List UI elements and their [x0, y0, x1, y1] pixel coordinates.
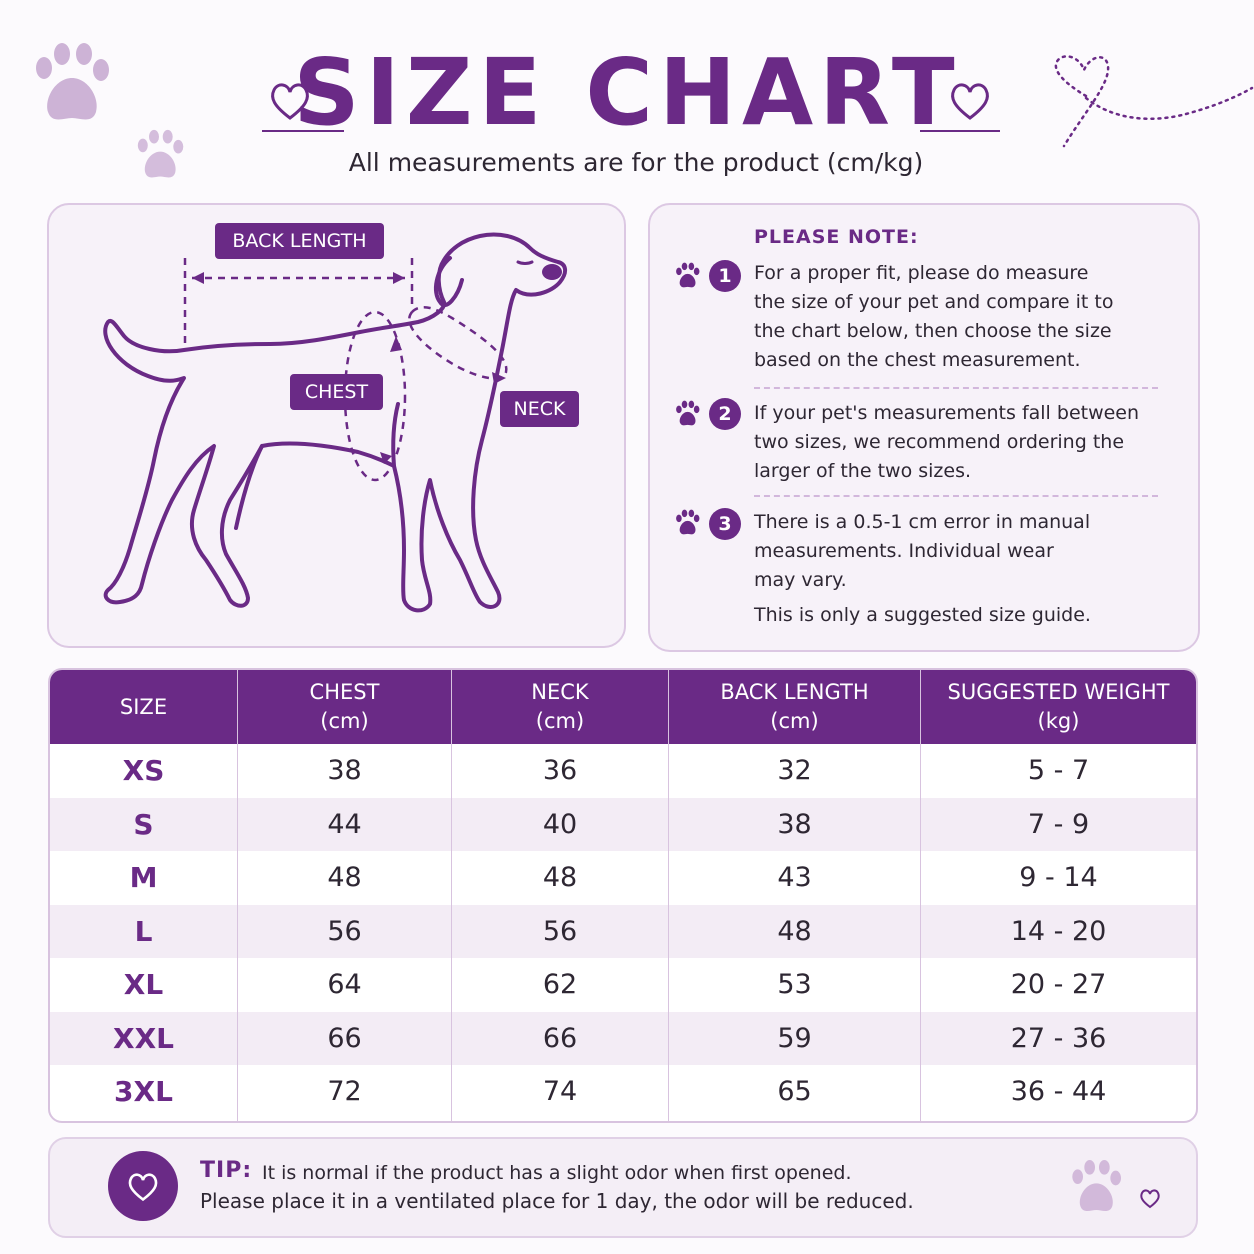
note-line: may vary.: [754, 569, 847, 591]
cell-size: XL: [123, 968, 164, 1002]
cell-neck: 62: [542, 969, 578, 1001]
note-item-2: If your pet's measurements fall between …: [754, 399, 1139, 486]
back-length-label: BACK LENGTH: [215, 223, 384, 259]
table-row: XL 64 62 53 20 - 27: [50, 958, 1196, 1012]
tip-text-line-1: It is normal if the product has a slight…: [262, 1162, 852, 1184]
note-divider: [754, 387, 1158, 389]
note-line: For a proper fit, please do measure: [754, 262, 1089, 284]
page-subtitle: All measurements are for the product (cm…: [348, 148, 924, 177]
cell-chest: 44: [327, 808, 362, 840]
note-item-3: There is a 0.5-1 cm error in manual meas…: [754, 508, 1090, 595]
cell-neck: 40: [542, 808, 578, 840]
notes-footer: This is only a suggested size guide.: [754, 604, 1091, 626]
tip-heart-badge: [108, 1151, 178, 1221]
paw-bullet-icon: [676, 509, 700, 535]
note-line: There is a 0.5-1 cm error in manual: [754, 511, 1091, 533]
cell-neck: 36: [542, 755, 578, 787]
column-divider: [920, 670, 921, 1121]
header-back-length: BACK LENGTH (cm): [669, 670, 921, 744]
cell-size: S: [133, 807, 154, 841]
table-row: 3XL 72 74 65 36 - 44: [50, 1065, 1196, 1119]
cell-chest: 38: [327, 755, 362, 787]
cell-back-length: 38: [777, 808, 812, 840]
cell-chest: 66: [327, 1022, 362, 1054]
note-number-badge: 2: [709, 398, 741, 430]
neck-label: NECK: [500, 391, 579, 427]
column-divider: [668, 670, 669, 1121]
table-row: L 56 56 48 14 - 20: [50, 904, 1196, 958]
tip-box: [48, 1137, 1198, 1238]
notes-heading: PLEASE NOTE:: [754, 226, 919, 248]
cell-suggested-weight: 9 - 14: [1019, 862, 1098, 894]
cell-size: 3XL: [114, 1075, 173, 1109]
cell-suggested-weight: 27 - 36: [1010, 1022, 1107, 1054]
table-row: XXL 66 66 59 27 - 36: [50, 1011, 1196, 1065]
cell-size: L: [134, 914, 153, 948]
cell-suggested-weight: 20 - 27: [1010, 969, 1107, 1001]
paw-print-icon: [36, 43, 109, 120]
cell-neck: 74: [542, 1076, 578, 1108]
dotted-heart-trail-icon: [1054, 55, 1254, 148]
table-row: M 48 48 43 9 - 14: [50, 851, 1196, 905]
cell-back-length: 48: [777, 915, 812, 947]
note-line: two sizes, we recommend ordering the: [754, 431, 1125, 453]
paw-print-icon: [1072, 1160, 1121, 1211]
title-underline-left: [262, 130, 344, 132]
page-title: SIZE CHART: [293, 39, 961, 146]
dog-outline-illustration: [103, 232, 567, 613]
table-row: XS 38 36 32 5 - 7: [50, 744, 1196, 798]
cell-suggested-weight: 14 - 20: [1010, 915, 1107, 947]
tip-text-line-2: Please place it in a ventilated place fo…: [200, 1189, 914, 1213]
small-heart-icon: [1140, 1189, 1160, 1209]
header-suggested-weight: SUGGESTED WEIGHT (kg): [947, 680, 1170, 733]
paw-bullet-icon: [676, 400, 700, 426]
cell-neck: 56: [542, 915, 578, 947]
cell-size: XS: [122, 754, 165, 788]
note-item-1: For a proper fit, please do measure the …: [754, 259, 1114, 375]
note-number-badge: 1: [709, 260, 741, 292]
note-divider: [754, 495, 1158, 497]
cell-back-length: 43: [777, 862, 812, 894]
cell-chest: 48: [327, 862, 362, 894]
chest-label: CHEST: [290, 374, 383, 410]
cell-suggested-weight: 7 - 9: [1027, 808, 1090, 840]
header-chest: CHEST (cm): [238, 670, 452, 744]
paw-bullet-icon: [676, 262, 700, 288]
tip-label: TIP:: [200, 1158, 253, 1183]
note-line: based on the chest measurement.: [754, 349, 1081, 371]
cell-chest: 64: [327, 969, 362, 1001]
cell-size: M: [129, 861, 158, 895]
header-neck: NECK (cm): [452, 670, 669, 744]
cell-neck: 48: [542, 862, 578, 894]
cell-size: XXL: [112, 1021, 175, 1055]
cell-back-length: 59: [777, 1022, 812, 1054]
note-number-badge: 3: [709, 508, 741, 540]
cell-neck: 66: [542, 1022, 578, 1054]
title-underline-right: [920, 130, 1000, 132]
cell-back-length: 65: [777, 1076, 812, 1108]
column-divider: [451, 670, 452, 1121]
note-line: If your pet's measurements fall between: [754, 402, 1140, 424]
heart-right-icon: [951, 83, 989, 120]
cell-suggested-weight: 5 - 7: [1027, 755, 1090, 787]
header-size: SIZE: [50, 670, 238, 744]
note-line: the size of your pet and compare it to: [754, 291, 1114, 313]
column-divider: [237, 670, 238, 1121]
cell-suggested-weight: 36 - 44: [1010, 1076, 1107, 1108]
table-header: SIZE CHEST (cm) NECK (cm) BACK LENGTH (c…: [50, 670, 1196, 744]
table-row: S 44 40 38 7 - 9: [50, 797, 1196, 851]
note-line: the chart below, then choose the size: [754, 320, 1112, 342]
size-table: SIZE CHEST (cm) NECK (cm) BACK LENGTH (c…: [48, 668, 1198, 1123]
cell-chest: 72: [327, 1076, 362, 1108]
heart-left-icon: [271, 83, 309, 120]
cell-chest: 56: [327, 915, 362, 947]
note-line: larger of the two sizes.: [754, 460, 972, 482]
heart-icon: [128, 1173, 158, 1202]
cell-back-length: 53: [777, 969, 812, 1001]
cell-back-length: 32: [777, 755, 812, 787]
paw-print-small-icon: [137, 129, 184, 178]
note-line: measurements. Individual wear: [754, 540, 1054, 562]
